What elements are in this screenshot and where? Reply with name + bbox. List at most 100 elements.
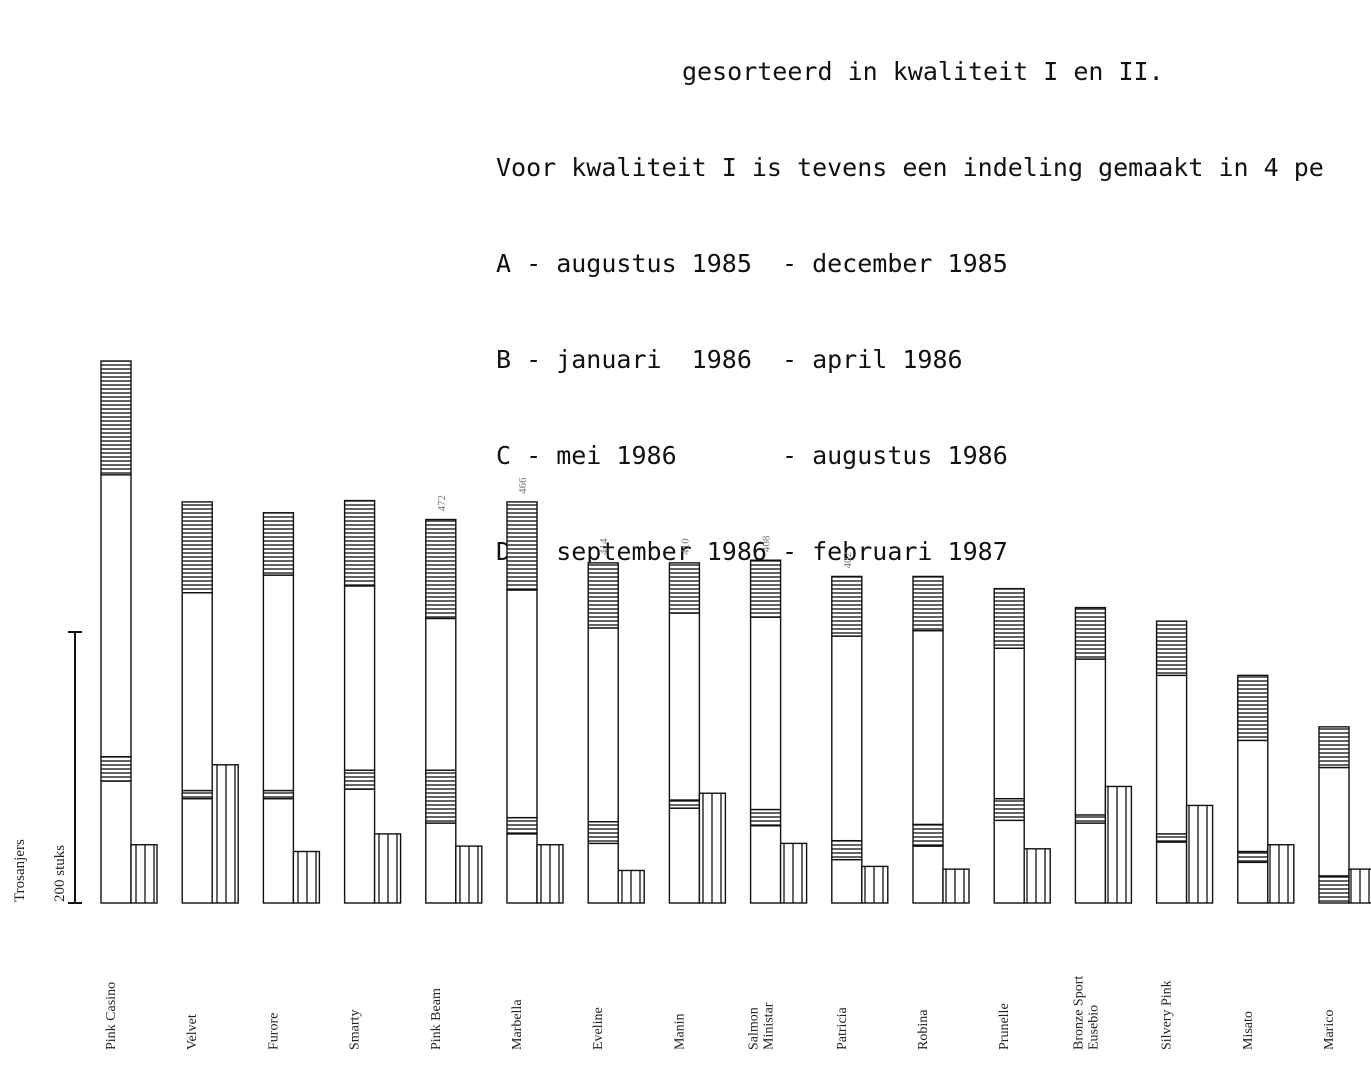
legend-heading: gesorteerd in kwaliteit I en II. [682,57,1164,86]
category-label-15: Marico [1322,1010,1337,1050]
category-label-10: Robina [916,1009,931,1050]
bar-C-3 [343,585,376,771]
bar-D-5 [506,501,538,591]
bar-C-4 [425,617,457,771]
bar-II-13 [1185,804,1214,904]
bar-B-5 [506,816,538,835]
bar-D-11 [993,587,1025,649]
total-label-7: 410 [679,538,691,555]
legend-intro: Voor kwaliteit I is tevens een indeling … [496,153,1324,182]
bar-D-6 [587,562,619,629]
bar-II-4 [455,845,483,904]
bar-II-14 [1267,844,1295,904]
bar-D-14 [1237,674,1269,742]
category-label-9: Patricia [835,1006,850,1050]
category-label-2: Furore [266,1013,281,1050]
bar-B-15 [1318,875,1350,904]
category-label-8: SalmonMinistar [747,1002,777,1050]
bar-B-0 [100,755,132,782]
bar-C-6 [587,627,619,823]
total-label-5: 466 [517,477,529,494]
bar-II-15 [1348,868,1371,904]
category-label-13: Silvery Pink [1160,980,1175,1050]
bar-B-8 [749,808,782,827]
category-label-4: Pink Beam [429,988,444,1050]
bar-A-2 [262,797,295,904]
bar-D-9 [831,575,863,637]
legend-period-c: C - mei 1986 - augustus 1986 [496,441,1008,470]
bar-B-10 [912,823,944,847]
bar-A-7 [668,807,701,904]
bar-II-9 [861,865,889,904]
bar-C-13 [1155,674,1188,835]
scale-bar [68,631,82,904]
bar-A-8 [749,825,782,904]
bar-C-14 [1237,739,1269,853]
legend-period-d: D - september 1986 - februari 1987 [496,537,1008,566]
bar-II-7 [698,792,727,904]
category-label-12: Bronze SportEusebio [1071,976,1101,1050]
bar-II-11 [1023,848,1051,904]
bar-A-0 [100,780,132,904]
bar-B-14 [1237,850,1269,864]
bar-II-5 [536,844,564,904]
bar-A-14 [1237,861,1269,904]
bar-II-6 [617,869,645,904]
legend-period-b: B - januari 1986 - april 1986 [496,345,963,374]
category-label-1: Velvet [185,1014,200,1050]
category-label-0: Pink Casino [104,982,119,1050]
bar-B-11 [993,797,1025,822]
bar-D-13 [1155,620,1188,677]
bar-B-4 [425,769,457,824]
bar-A-5 [506,833,538,904]
bar-A-11 [993,819,1025,904]
bar-II-3 [373,833,402,904]
bar-A-12 [1074,822,1107,904]
bar-C-8 [749,616,782,811]
bar-A-13 [1155,841,1188,904]
bar-II-10 [942,868,970,904]
bar-II-0 [130,844,158,904]
category-label-14: Misato [1241,1011,1256,1050]
bar-B-7 [668,799,701,809]
category-label-11: Prunelle [997,1003,1012,1050]
bar-B-9 [831,839,863,861]
category-label-7: Manin [672,1013,687,1050]
category-label-3: Smarty [348,1010,363,1050]
total-label-4: 472 [436,495,448,512]
bar-B-3 [343,769,376,790]
bars-layer: Pink Casino Velvet Furore Smarty 472 Pink Bea… [100,360,1371,1050]
y-axis-label: Trosanjers [12,839,28,902]
bar-C-12 [1074,658,1107,816]
bar-D-3 [343,499,376,587]
bar-D-2 [262,512,295,576]
chart-legend: gesorteerd in kwaliteit I en II. Voor kw… [496,0,1324,600]
bar-C-5 [506,589,538,819]
bar-C-11 [993,647,1025,800]
bar-D-10 [912,575,944,632]
bar-C-1 [181,592,213,792]
bar-C-10 [912,629,944,826]
bar-B-1 [181,789,213,800]
bar-B-2 [262,789,295,800]
bar-II-8 [779,842,808,904]
bar-C-0 [100,474,132,758]
total-label-9: 402 [842,552,854,569]
bar-A-6 [587,842,619,904]
bar-D-7 [668,562,701,614]
bar-B-12 [1074,814,1107,824]
bar-C-7 [668,612,701,801]
bar-A-9 [831,858,863,904]
total-label-6: 414 [598,538,610,555]
bar-D-4 [425,518,457,620]
bar-D-12 [1074,606,1107,660]
legend-period-a: A - augustus 1985 - december 1985 [496,249,1008,278]
bar-A-1 [181,797,213,904]
bar-II-2 [292,850,321,904]
bar-D-0 [100,360,132,476]
bar-D-8 [749,559,782,618]
bar-C-9 [831,635,863,842]
bar-D-15 [1318,726,1350,769]
bar-C-15 [1318,766,1350,877]
